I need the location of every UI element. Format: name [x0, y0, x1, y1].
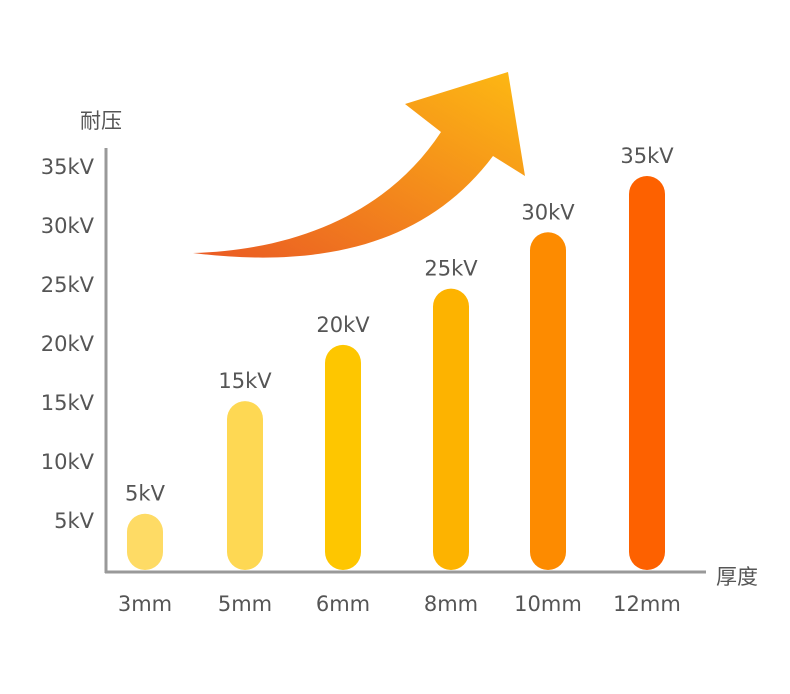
data-label: 5kV — [125, 482, 166, 506]
bar — [530, 232, 566, 571]
data-label: 15kV — [218, 369, 272, 393]
y-tick-label: 15kV — [41, 391, 95, 415]
bar — [629, 176, 665, 570]
x-tick-label: 12mm — [613, 592, 681, 616]
trend-arrow-icon — [193, 72, 525, 258]
x-axis-label: 厚度 — [716, 565, 758, 589]
data-label: 30kV — [521, 200, 575, 224]
bar — [127, 513, 163, 570]
data-label: 20kV — [316, 313, 370, 337]
x-tick-label: 6mm — [316, 592, 370, 616]
y-tick-label: 25kV — [41, 273, 95, 297]
bar — [227, 401, 263, 570]
y-tick-label: 20kV — [41, 332, 95, 356]
x-tick-label: 10mm — [514, 592, 582, 616]
data-label: 35kV — [620, 144, 674, 168]
x-tick-label: 8mm — [424, 592, 478, 616]
data-label: 25kV — [424, 257, 478, 281]
y-axis-label: 耐压 — [80, 109, 122, 133]
y-tick-label: 10kV — [41, 450, 95, 474]
x-tick-label: 3mm — [118, 592, 172, 616]
y-tick-label: 30kV — [41, 214, 95, 238]
y-tick-label: 35kV — [41, 155, 95, 179]
x-tick-label: 5mm — [218, 592, 272, 616]
y-tick-label: 5kV — [54, 509, 95, 533]
bar — [433, 288, 469, 570]
bar — [325, 344, 361, 570]
